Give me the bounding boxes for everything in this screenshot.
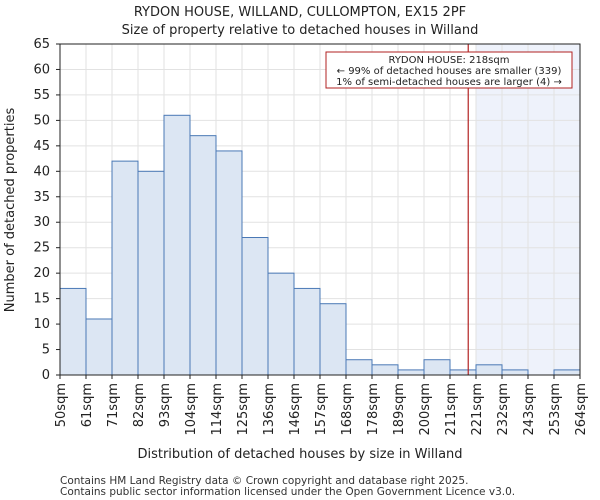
chart-title: RYDON HOUSE, WILLAND, CULLOMPTON, EX15 2…	[134, 5, 466, 20]
bar-253sqm	[553, 369, 581, 376]
footer-line-2: Contains public sector information licen…	[60, 486, 515, 498]
x-tick-label-71sqm: 71sqm	[106, 383, 121, 427]
bar-232sqm	[501, 369, 529, 376]
footer-line-1: Contains HM Land Registry data © Crown c…	[60, 475, 468, 487]
x-tick-label-157sqm: 157sqm	[314, 383, 329, 436]
x-tick-label-146sqm: 146sqm	[288, 383, 303, 436]
x-tick-label-189sqm: 189sqm	[392, 383, 407, 436]
bar-178sqm	[371, 364, 399, 376]
x-axis-ticks: 50sqm 61sqm 71sqm 82sqm 93sqm 104sqm 114sqm 125…	[54, 375, 589, 436]
bar-211sqm	[449, 369, 477, 376]
x-tick-label-221sqm: 221sqm	[470, 383, 485, 436]
y-tick-label-55: 55	[33, 88, 50, 103]
bar-114sqm	[215, 150, 243, 376]
y-tick-label-30: 30	[33, 215, 50, 230]
y-tick-label-0: 0	[42, 368, 50, 383]
bar-221sqm	[475, 364, 503, 376]
x-axis-label: Distribution of detached houses by size …	[137, 447, 462, 462]
annotation-box: RYDON HOUSE: 218sqm ← 99% of detached ho…	[325, 51, 573, 89]
bars	[59, 114, 581, 376]
bar-61sqm	[85, 318, 113, 376]
x-tick-label-211sqm: 211sqm	[444, 383, 459, 436]
x-tick-label-61sqm: 61sqm	[80, 383, 95, 427]
x-tick-label-114sqm: 114sqm	[210, 383, 225, 436]
x-tick-label-82sqm: 82sqm	[132, 383, 147, 427]
y-tick-label-25: 25	[33, 241, 50, 256]
chart-subtitle: Size of property relative to detached ho…	[122, 23, 479, 38]
x-tick-label-104sqm: 104sqm	[184, 383, 199, 436]
bar-146sqm	[293, 287, 321, 376]
bar-104sqm	[189, 135, 217, 376]
bar-82sqm	[137, 170, 165, 376]
y-tick-label-10: 10	[33, 317, 50, 332]
bar-136sqm	[267, 272, 295, 376]
x-tick-label-200sqm: 200sqm	[418, 383, 433, 436]
y-tick-label-20: 20	[33, 266, 50, 281]
annotation-frame	[325, 51, 573, 89]
bar-71sqm	[111, 160, 139, 376]
bar-157sqm	[319, 303, 347, 376]
y-tick-label-45: 45	[33, 139, 50, 154]
x-tick-label-253sqm: 253sqm	[548, 383, 563, 436]
y-tick-label-15: 15	[33, 292, 50, 307]
bar-168sqm	[345, 359, 373, 376]
x-tick-label-264sqm: 264sqm	[574, 383, 589, 436]
x-tick-label-168sqm: 168sqm	[340, 383, 355, 436]
y-tick-label-40: 40	[33, 164, 50, 179]
x-tick-label-178sqm: 178sqm	[366, 383, 381, 436]
bar-189sqm	[397, 369, 425, 376]
annotation-line-1: RYDON HOUSE: 218sqm	[389, 55, 510, 66]
annotation-line-2: ← 99% of detached houses are smaller (33…	[337, 66, 562, 77]
y-axis-ticks: 0 5 10 15 20 25 30 35 40 45 50 55 60 65	[33, 37, 60, 383]
x-tick-label-125sqm: 125sqm	[236, 383, 251, 436]
bar-50sqm	[59, 287, 87, 376]
y-axis-label: Number of detached properties	[3, 108, 18, 313]
y-tick-label-5: 5	[42, 343, 50, 358]
y-tick-label-60: 60	[33, 62, 50, 77]
annotation-line-3: 1% of semi-detached houses are larger (4…	[336, 77, 562, 88]
y-tick-label-65: 65	[33, 37, 50, 52]
x-tick-label-50sqm: 50sqm	[54, 383, 69, 427]
bar-200sqm	[423, 359, 451, 376]
y-tick-label-50: 50	[33, 113, 50, 128]
bar-93sqm	[163, 114, 191, 376]
x-tick-label-232sqm: 232sqm	[496, 383, 511, 436]
x-tick-label-136sqm: 136sqm	[262, 383, 277, 436]
x-tick-label-243sqm: 243sqm	[522, 383, 537, 436]
bar-125sqm	[241, 237, 269, 376]
y-tick-label-35: 35	[33, 190, 50, 205]
x-tick-label-93sqm: 93sqm	[158, 383, 173, 427]
